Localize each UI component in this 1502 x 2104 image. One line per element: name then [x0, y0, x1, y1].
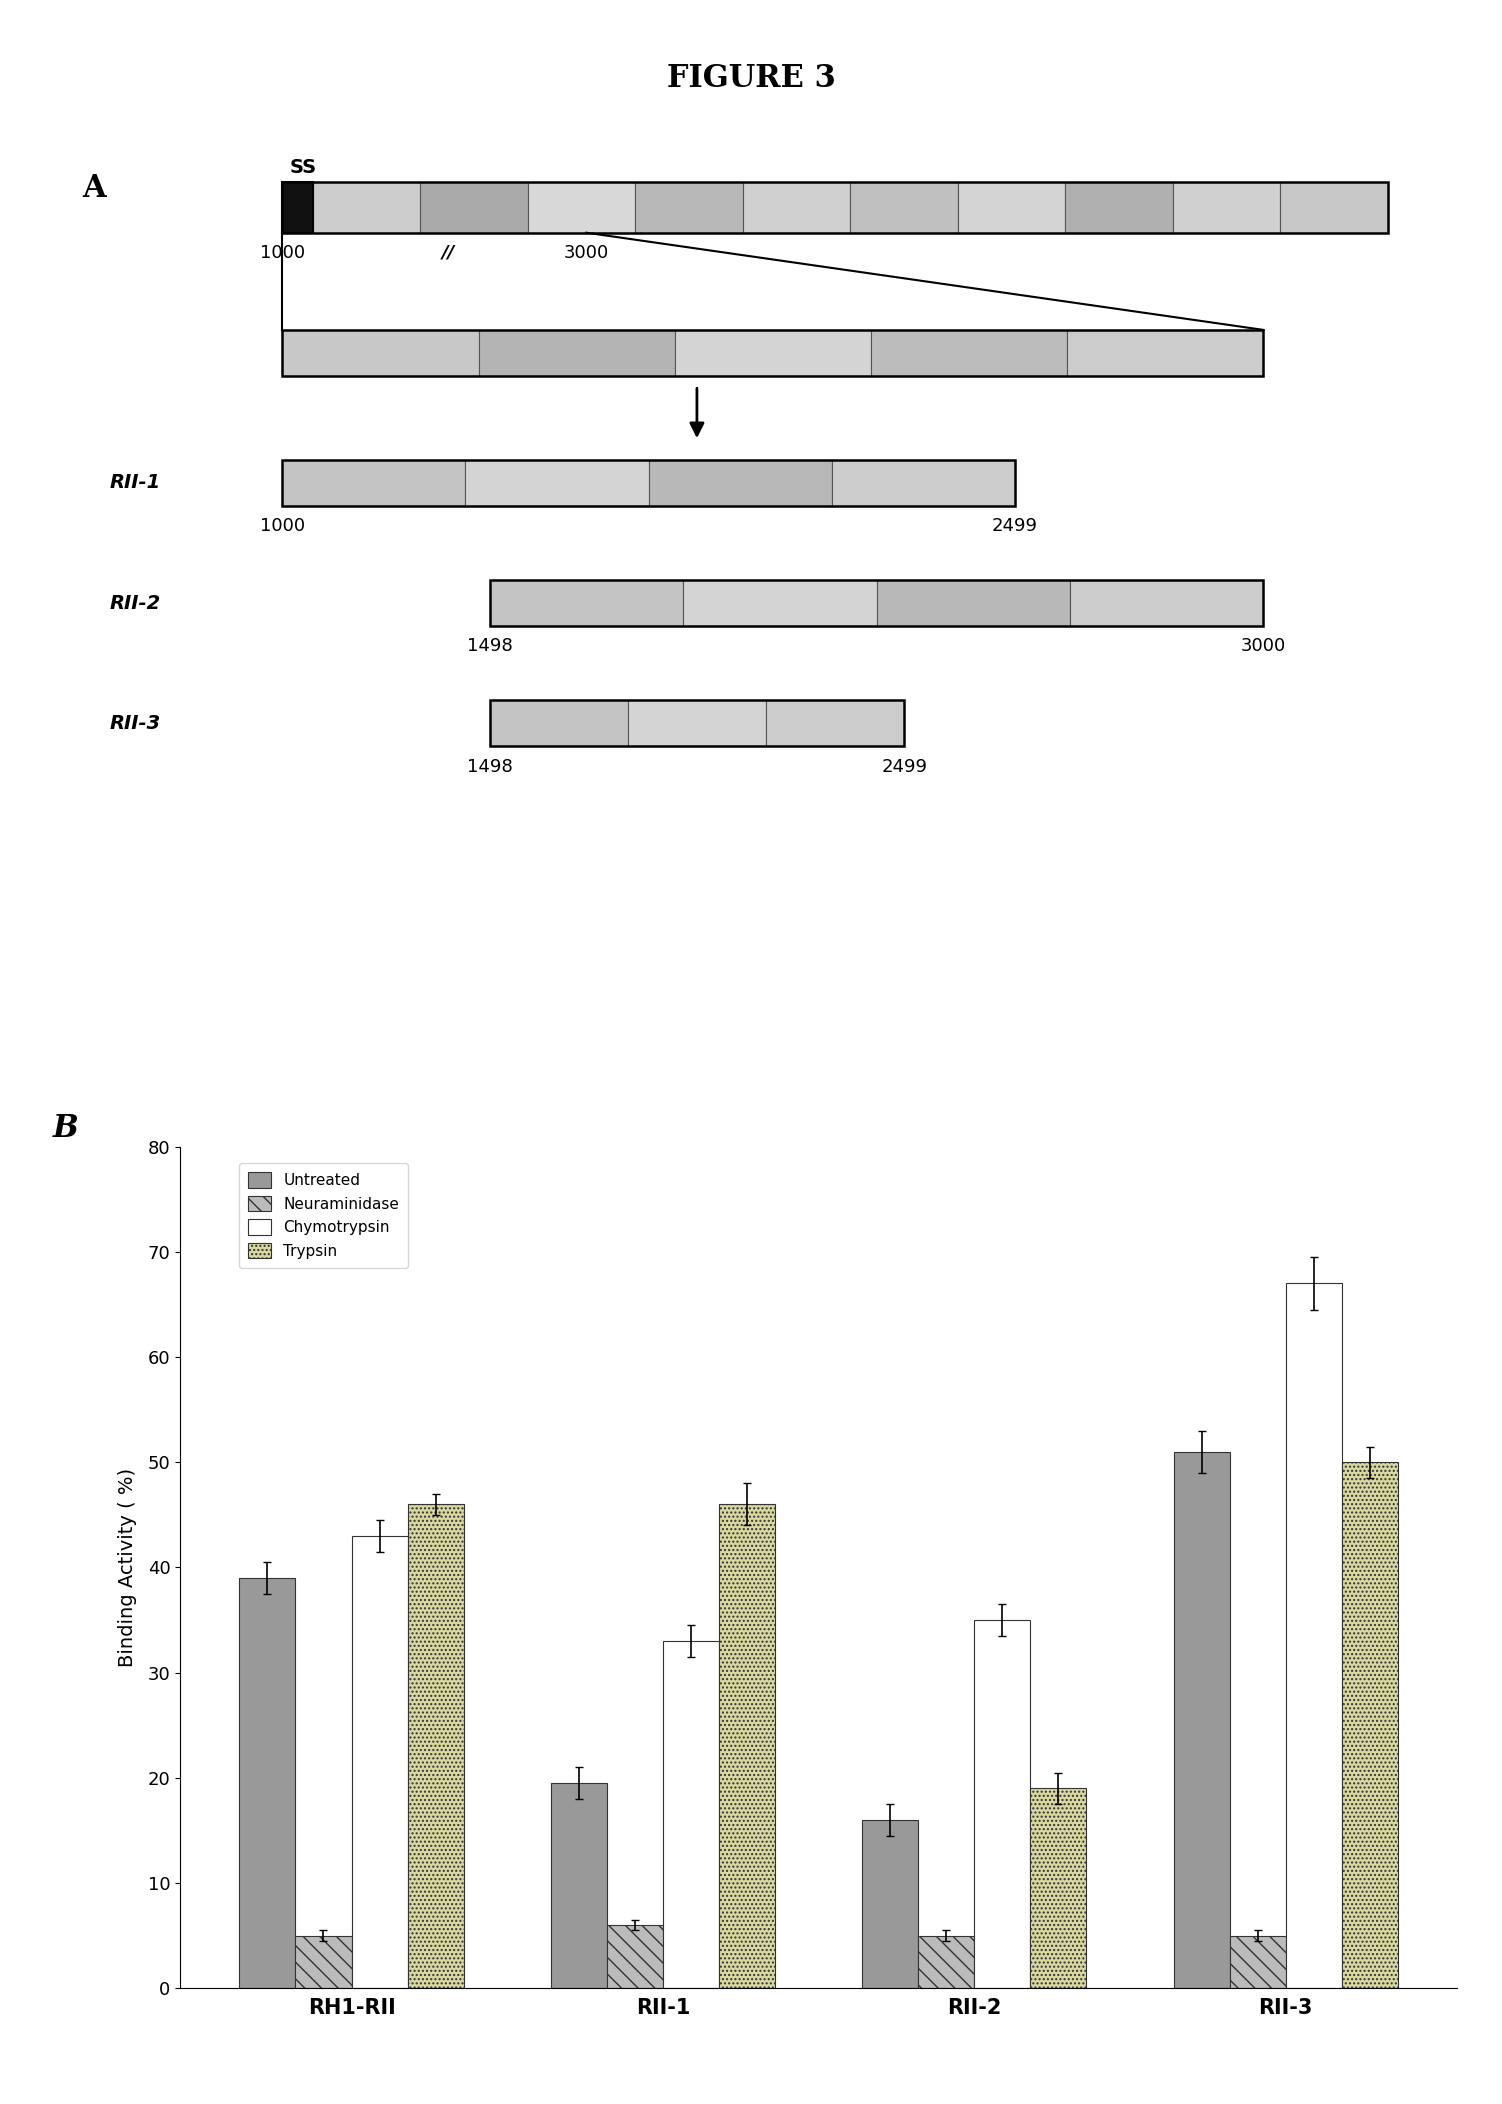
Bar: [743, 181, 850, 234]
Bar: [683, 581, 877, 627]
Bar: [312, 181, 421, 234]
Bar: [1173, 181, 1280, 234]
Bar: [1341, 1462, 1398, 1988]
Bar: [628, 701, 766, 747]
Text: 3000: 3000: [1241, 638, 1286, 654]
Bar: [282, 330, 479, 377]
Text: FIGURE 3: FIGURE 3: [667, 63, 835, 95]
Bar: [1065, 181, 1173, 234]
Bar: [282, 181, 312, 234]
Bar: [862, 1820, 918, 1988]
Polygon shape: [282, 234, 1263, 330]
Bar: [282, 330, 1263, 377]
Text: RII-3: RII-3: [110, 713, 161, 732]
Bar: [1286, 1283, 1341, 1988]
Bar: [1230, 1936, 1286, 1988]
Bar: [490, 581, 683, 627]
Bar: [1030, 1788, 1086, 1988]
Bar: [1069, 581, 1263, 627]
Bar: [282, 459, 466, 505]
Bar: [407, 1504, 464, 1988]
Bar: [490, 701, 904, 747]
Bar: [832, 459, 1015, 505]
Bar: [662, 1641, 719, 1988]
Bar: [649, 459, 832, 505]
Text: 2499: 2499: [991, 518, 1038, 534]
Bar: [421, 181, 527, 234]
Bar: [351, 1536, 407, 1988]
Bar: [607, 1925, 662, 1988]
Bar: [918, 1936, 975, 1988]
Bar: [466, 459, 649, 505]
Legend: Untreated, Neuraminidase, Chymotrypsin, Trypsin: Untreated, Neuraminidase, Chymotrypsin, …: [239, 1164, 409, 1269]
Text: 3000: 3000: [563, 244, 608, 261]
Bar: [674, 330, 871, 377]
Text: 1000: 1000: [260, 244, 305, 261]
Bar: [877, 581, 1069, 627]
Text: 1498: 1498: [467, 638, 512, 654]
Text: SS: SS: [290, 158, 317, 177]
Text: 1498: 1498: [467, 757, 512, 776]
Bar: [1068, 330, 1263, 377]
Bar: [479, 330, 674, 377]
Bar: [635, 181, 743, 234]
Bar: [239, 1578, 296, 1988]
Bar: [1280, 181, 1388, 234]
Bar: [282, 459, 1015, 505]
Text: 1000: 1000: [260, 518, 305, 534]
Text: B: B: [53, 1113, 78, 1145]
Text: //: //: [442, 244, 455, 261]
Text: 2499: 2499: [882, 757, 927, 776]
Bar: [551, 1784, 607, 1988]
Bar: [850, 181, 958, 234]
Bar: [490, 581, 1263, 627]
Text: RII-1: RII-1: [110, 473, 161, 492]
Bar: [282, 181, 1388, 234]
Bar: [719, 1504, 775, 1988]
Bar: [1173, 1452, 1230, 1988]
Bar: [975, 1620, 1030, 1988]
Bar: [296, 1936, 351, 1988]
Bar: [490, 701, 628, 747]
Bar: [958, 181, 1065, 234]
Text: RII-2: RII-2: [110, 593, 161, 612]
Bar: [766, 701, 904, 747]
Bar: [871, 330, 1068, 377]
Bar: [527, 181, 635, 234]
Y-axis label: Binding Activity ( %): Binding Activity ( %): [117, 1469, 137, 1666]
Text: A: A: [83, 173, 105, 204]
